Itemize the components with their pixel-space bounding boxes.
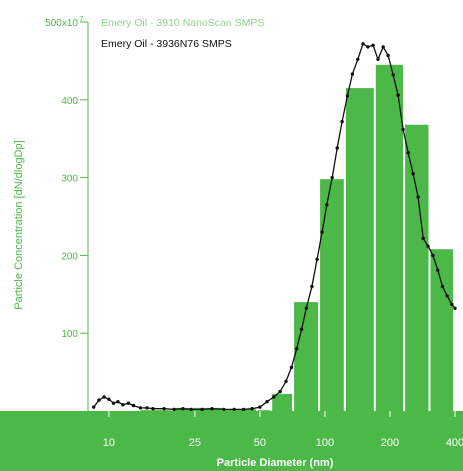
- legend-entry-smps: Emery Oil - 3936N76 SMPS: [101, 38, 232, 50]
- x-tick-label: 100: [316, 437, 334, 449]
- smps-data-point: [272, 395, 276, 399]
- smps-data-point: [371, 43, 375, 47]
- smps-data-point: [436, 268, 440, 272]
- smps-data-point: [121, 403, 125, 407]
- smps-data-point: [222, 407, 226, 412]
- smps-data-point: [145, 406, 149, 410]
- smps-data-point: [200, 407, 204, 412]
- smps-data-point: [453, 306, 457, 310]
- smps-data-point: [232, 407, 236, 412]
- smps-data-point: [172, 407, 176, 412]
- smps-data-point: [330, 175, 334, 180]
- y-tick-label: 300: [61, 174, 78, 185]
- smps-data-point: [345, 94, 350, 98]
- histogram-bar: [430, 249, 453, 411]
- x-axis-band: [0, 411, 463, 471]
- bars-layer: [140, 64, 453, 412]
- smps-data-point: [181, 407, 185, 411]
- smps-data-point: [426, 244, 430, 248]
- smps-data-point: [299, 327, 304, 331]
- smps-data-point: [250, 407, 254, 411]
- smps-data-point: [401, 127, 405, 132]
- smps-data-point: [381, 45, 385, 49]
- smps-data-point: [107, 397, 111, 401]
- smps-data-point: [151, 407, 155, 411]
- smps-data-point: [102, 395, 106, 399]
- smps-data-point: [386, 53, 390, 58]
- smps-data-point: [126, 401, 131, 405]
- smps-data-point: [265, 400, 269, 404]
- smps-data-point: [131, 403, 136, 408]
- histogram-bar: [345, 88, 374, 411]
- smps-data-point: [189, 407, 193, 412]
- histogram-bar: [375, 64, 404, 412]
- legend-entry-nanoscan: Emery Oil - 3910 NanoScan SMPS: [101, 17, 264, 29]
- smps-data-point: [284, 379, 288, 384]
- smps-data-point: [350, 72, 355, 76]
- smps-data-point: [295, 347, 299, 351]
- y-tick-label: 400: [61, 96, 78, 107]
- smps-data-point: [325, 203, 329, 207]
- smps-data-point: [411, 172, 415, 176]
- smps-data-point: [116, 400, 120, 404]
- smps-data-point: [210, 407, 214, 411]
- line-layer: [92, 42, 457, 412]
- smps-data-point: [258, 405, 262, 409]
- histogram-bar: [272, 393, 293, 411]
- smps-data-point: [304, 306, 308, 310]
- smps-data-point: [376, 57, 380, 61]
- smps-data-point: [421, 236, 425, 240]
- histogram-bar: [140, 410, 172, 411]
- smps-data-point: [396, 93, 400, 97]
- smps-data-point: [340, 119, 344, 124]
- histogram-bar: [405, 124, 429, 411]
- x-tick-label: 50: [254, 437, 266, 449]
- smps-data-point: [278, 389, 282, 394]
- histogram-bar: [223, 409, 256, 411]
- smps-data-point: [366, 45, 370, 49]
- y-axis-title: Particle Concentration [dN/dlogDp]: [13, 140, 25, 309]
- x-axis-ticks: 10 25 50 100 200 400: [103, 411, 463, 449]
- x-tick-label: 400: [446, 437, 463, 449]
- smps-data-point: [450, 302, 454, 307]
- histogram-bar: [294, 302, 319, 411]
- y-tick-exponent: 7: [79, 16, 83, 23]
- histogram-bar: [320, 179, 344, 411]
- smps-data-point: [315, 257, 319, 261]
- smps-data-point: [289, 365, 294, 370]
- y-tick-label: 200: [61, 251, 78, 262]
- smps-data-point: [406, 151, 410, 155]
- x-tick-label: 25: [189, 437, 201, 449]
- smps-data-point: [162, 407, 166, 411]
- smps-data-point: [97, 398, 101, 402]
- smps-data-point: [361, 42, 365, 46]
- y-tick-label: 500x10: [45, 18, 78, 29]
- smps-data-point: [320, 230, 324, 234]
- smps-data-point: [138, 406, 143, 410]
- legend: Emery Oil - 3910 NanoScan SMPS Emery Oil…: [101, 17, 264, 50]
- smps-data-point: [356, 57, 360, 61]
- y-tick-label: 100: [61, 329, 78, 340]
- smps-data-point: [92, 405, 96, 409]
- smps-data-point: [431, 253, 435, 258]
- y-axis-ticks: 100 200 300 400 500x10 7: [45, 16, 88, 340]
- histogram-bar: [258, 410, 271, 411]
- x-axis-title: Particle Diameter (nm): [217, 457, 334, 469]
- smps-data-point: [440, 284, 445, 289]
- x-tick-label: 200: [381, 437, 399, 449]
- smps-data-point: [241, 407, 246, 412]
- smps-data-point: [335, 146, 339, 150]
- x-tick-label: 10: [103, 437, 115, 449]
- smps-data-point: [416, 195, 420, 199]
- smps-data-point: [391, 73, 395, 77]
- smps-data-point: [111, 401, 116, 405]
- smps-data-point: [445, 294, 449, 298]
- smps-data-point: [310, 284, 314, 289]
